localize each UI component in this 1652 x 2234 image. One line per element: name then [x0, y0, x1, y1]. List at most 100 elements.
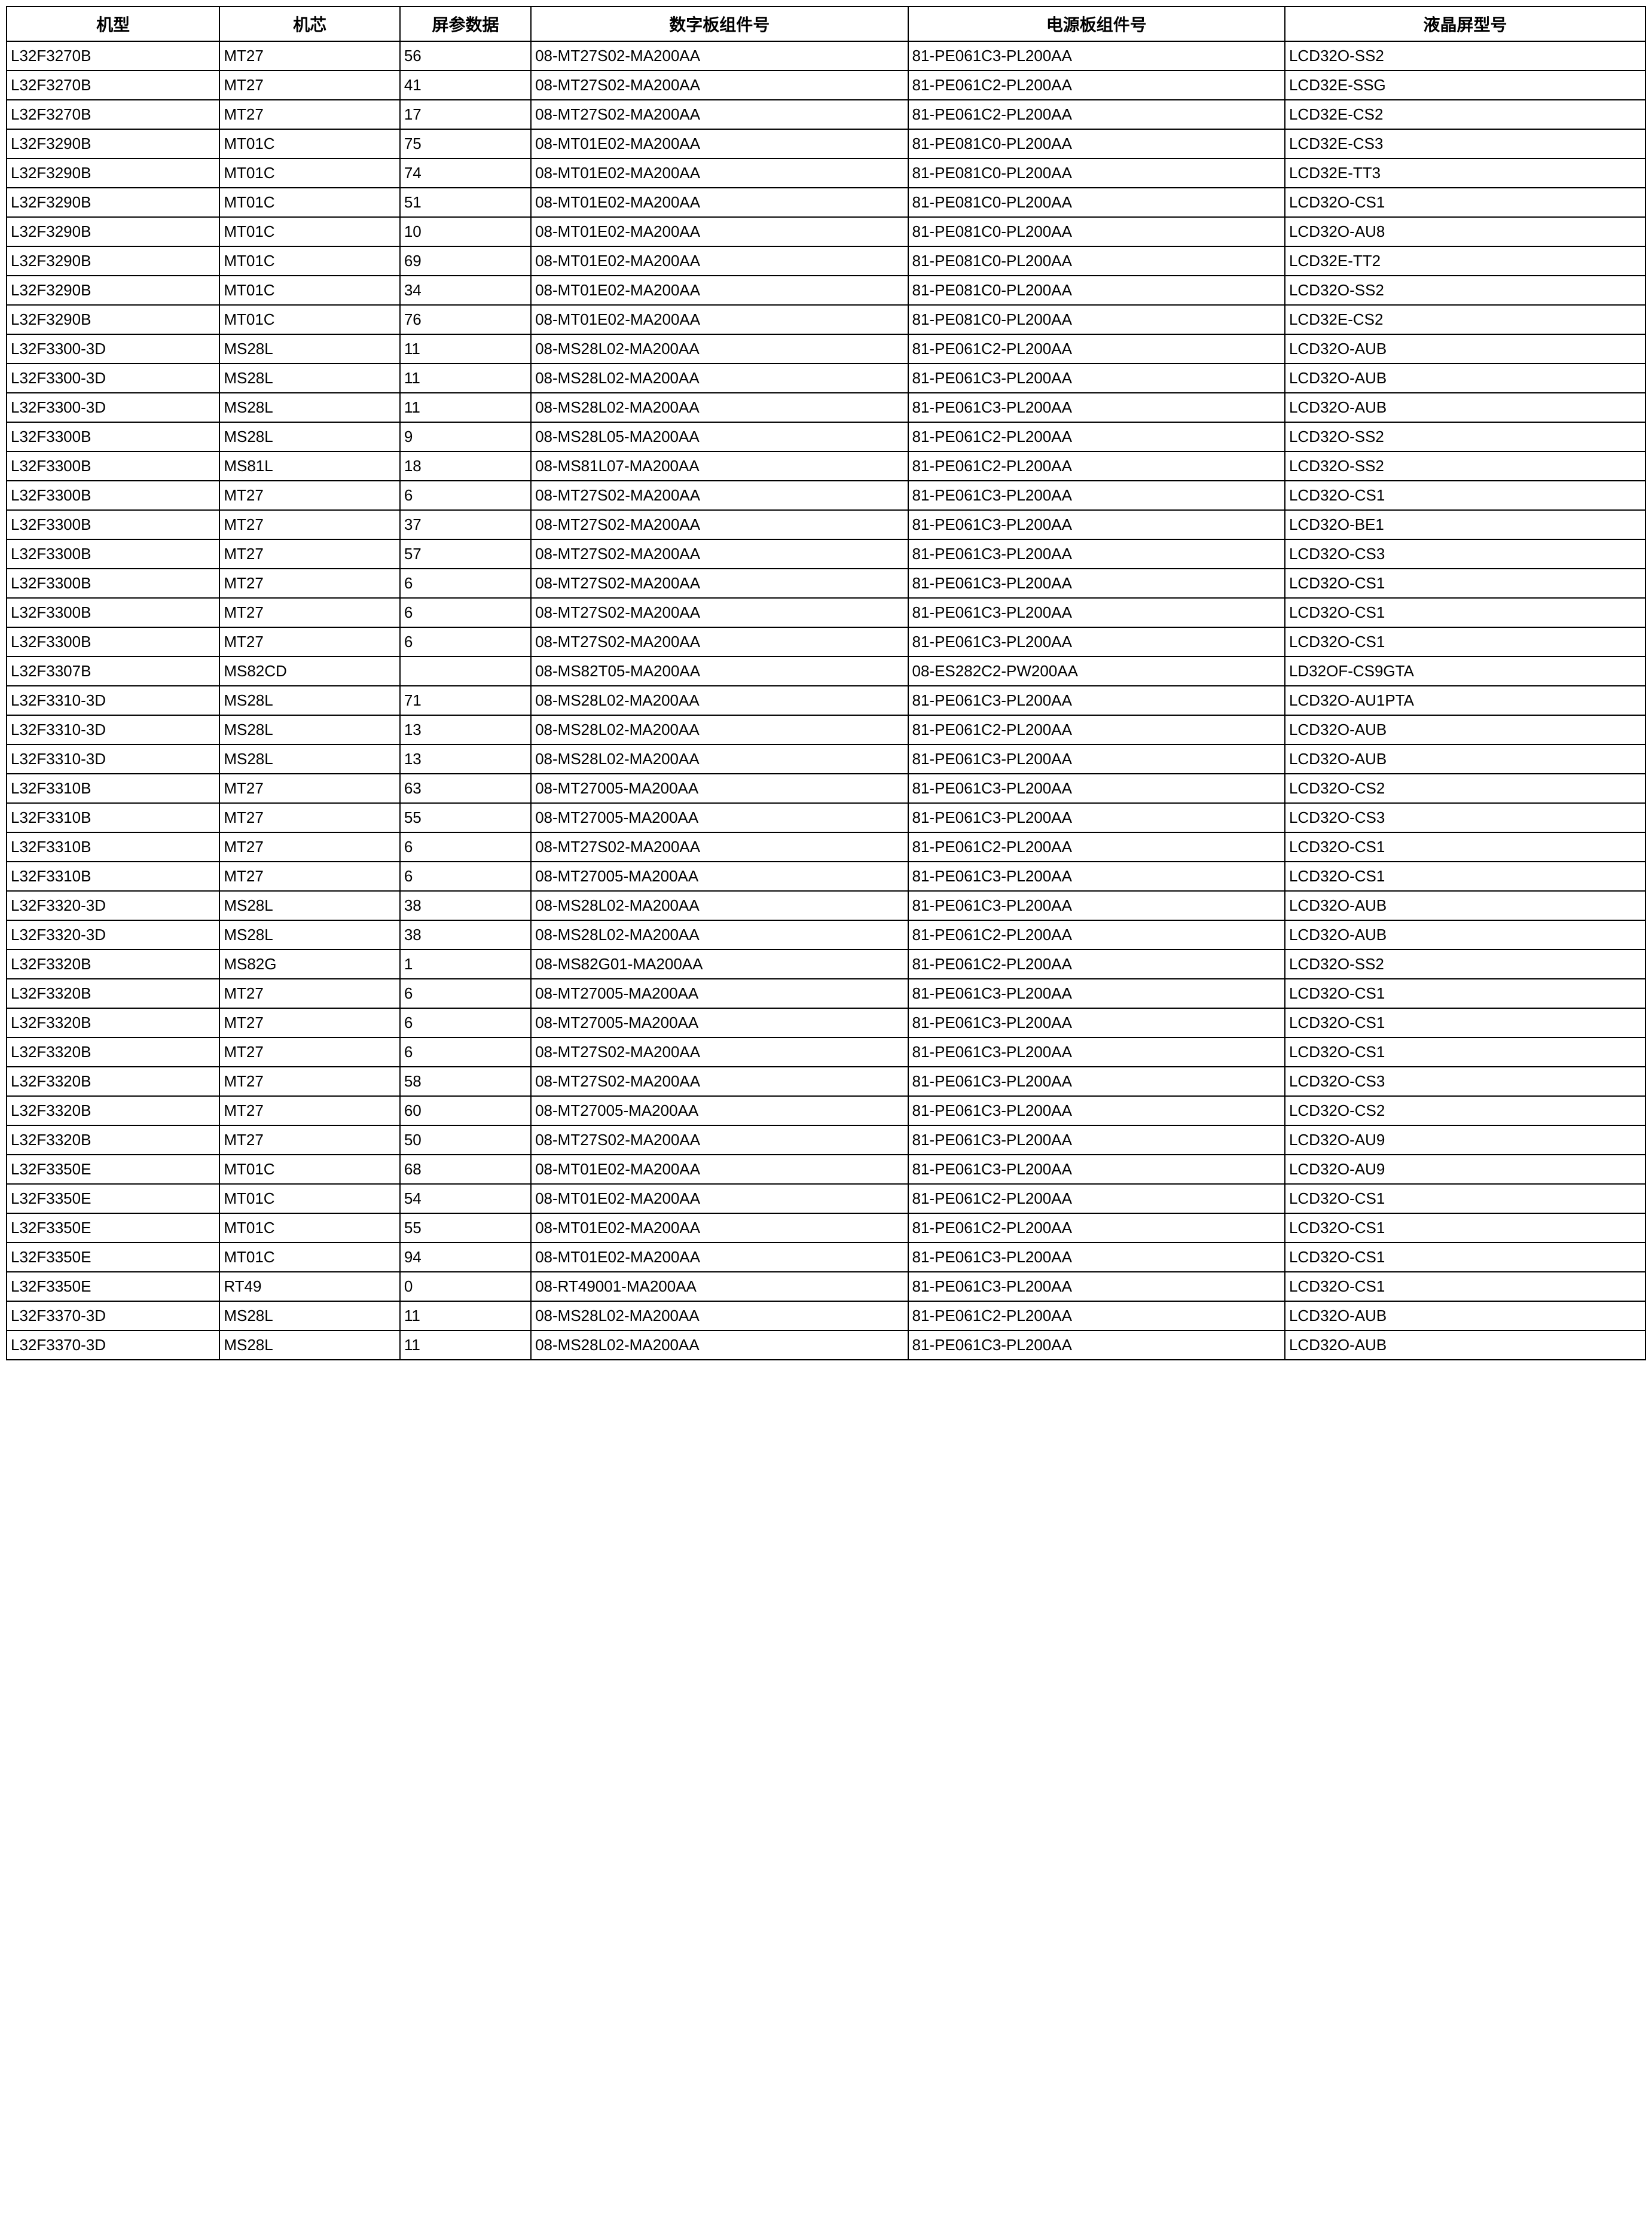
table-cell: MT27 [219, 71, 400, 100]
table-row: L32F3270BMT274108-MT27S02-MA200AA81-PE06… [7, 71, 1645, 100]
table-cell: L32F3320B [7, 1125, 219, 1155]
table-cell: L32F3310B [7, 774, 219, 803]
table-cell: MT27 [219, 1096, 400, 1125]
table-row: L32F3320-3DMS28L3808-MS28L02-MA200AA81-P… [7, 891, 1645, 920]
table-cell: LCD32O-AUB [1285, 334, 1645, 364]
table-cell: L32F3270B [7, 71, 219, 100]
table-cell: MT27 [219, 1008, 400, 1037]
table-cell: LCD32O-AUB [1285, 891, 1645, 920]
table-row: L32F3290BMT01C1008-MT01E02-MA200AA81-PE0… [7, 217, 1645, 246]
table-cell: 81-PE061C3-PL200AA [908, 1272, 1285, 1301]
table-cell: MS28L [219, 891, 400, 920]
table-cell: L32F3300-3D [7, 364, 219, 393]
table-cell: 08-MT27S02-MA200AA [531, 510, 908, 539]
table-cell: 63 [400, 774, 531, 803]
table-cell: 08-MT27S02-MA200AA [531, 1067, 908, 1096]
table-header-row: 机型 机芯 屏参数据 数字板组件号 电源板组件号 液晶屏型号 [7, 7, 1645, 41]
table-cell: L32F3310-3D [7, 715, 219, 744]
table-cell: 81-PE061C2-PL200AA [908, 715, 1285, 744]
table-cell: LCD32O-CS3 [1285, 539, 1645, 569]
table-row: L32F3300BMT273708-MT27S02-MA200AA81-PE06… [7, 510, 1645, 539]
table-cell: MT01C [219, 1213, 400, 1243]
table-body: L32F3270BMT275608-MT27S02-MA200AA81-PE06… [7, 41, 1645, 1360]
table-cell: 08-MT27S02-MA200AA [531, 100, 908, 129]
table-cell: L32F3320B [7, 979, 219, 1008]
table-cell: LCD32O-CS1 [1285, 832, 1645, 862]
table-cell: L32F3270B [7, 41, 219, 71]
table-cell: MT27 [219, 539, 400, 569]
table-cell: L32F3300-3D [7, 393, 219, 422]
table-cell: L32F3320B [7, 950, 219, 979]
table-cell: MT27 [219, 1125, 400, 1155]
table-cell: LCD32E-TT3 [1285, 158, 1645, 188]
header-lcd-model: 液晶屏型号 [1285, 7, 1645, 41]
table-cell: 57 [400, 539, 531, 569]
table-cell: 08-ES282C2-PW200AA [908, 657, 1285, 686]
table-cell: 10 [400, 217, 531, 246]
table-cell: 08-MS28L02-MA200AA [531, 744, 908, 774]
table-cell: 08-MT27S02-MA200AA [531, 1037, 908, 1067]
table-row: L32F3320BMT276008-MT27005-MA200AA81-PE06… [7, 1096, 1645, 1125]
table-cell: 75 [400, 129, 531, 158]
table-cell: MT01C [219, 246, 400, 276]
table-cell: MT01C [219, 1243, 400, 1272]
table-cell: 81-PE061C3-PL200AA [908, 598, 1285, 627]
table-cell: 08-MS28L02-MA200AA [531, 334, 908, 364]
table-cell: 08-RT49001-MA200AA [531, 1272, 908, 1301]
table-cell: 11 [400, 1330, 531, 1360]
table-cell: 81-PE061C2-PL200AA [908, 100, 1285, 129]
table-cell: LCD32O-AUB [1285, 744, 1645, 774]
table-cell: MS28L [219, 1301, 400, 1330]
table-cell: 81-PE061C3-PL200AA [908, 393, 1285, 422]
table-cell: MT27 [219, 862, 400, 891]
table-cell: L32F3300B [7, 422, 219, 451]
table-cell: LCD32O-AU8 [1285, 217, 1645, 246]
table-cell: L32F3320-3D [7, 891, 219, 920]
table-cell: MS28L [219, 393, 400, 422]
table-cell: MS28L [219, 715, 400, 744]
table-cell: LCD32O-CS2 [1285, 774, 1645, 803]
table-row: L32F3310BMT27608-MT27S02-MA200AA81-PE061… [7, 832, 1645, 862]
table-row: L32F3300BMS81L1808-MS81L07-MA200AA81-PE0… [7, 451, 1645, 481]
table-cell: 0 [400, 1272, 531, 1301]
table-cell: LCD32E-TT2 [1285, 246, 1645, 276]
table-cell [400, 657, 531, 686]
table-cell: 71 [400, 686, 531, 715]
table-cell: LCD32O-SS2 [1285, 950, 1645, 979]
table-cell: MS28L [219, 686, 400, 715]
table-cell: L32F3300B [7, 510, 219, 539]
table-cell: 55 [400, 1213, 531, 1243]
table-cell: MT27 [219, 1037, 400, 1067]
table-cell: 08-MS82T05-MA200AA [531, 657, 908, 686]
table-cell: 08-MS28L02-MA200AA [531, 393, 908, 422]
table-cell: 08-MT01E02-MA200AA [531, 188, 908, 217]
table-cell: 81-PE061C3-PL200AA [908, 1096, 1285, 1125]
table-cell: LCD32O-AUB [1285, 1301, 1645, 1330]
table-cell: 81-PE061C3-PL200AA [908, 1243, 1285, 1272]
table-cell: 81-PE061C3-PL200AA [908, 979, 1285, 1008]
table-cell: LCD32E-CS3 [1285, 129, 1645, 158]
table-cell: 08-MS28L02-MA200AA [531, 1301, 908, 1330]
table-cell: 81-PE061C2-PL200AA [908, 422, 1285, 451]
table-cell: 81-PE061C3-PL200AA [908, 862, 1285, 891]
table-row: L32F3350EMT01C9408-MT01E02-MA200AA81-PE0… [7, 1243, 1645, 1272]
table-cell: 6 [400, 979, 531, 1008]
table-row: L32F3290BMT01C7608-MT01E02-MA200AA81-PE0… [7, 305, 1645, 334]
table-cell: 81-PE081C0-PL200AA [908, 305, 1285, 334]
table-cell: 08-MT01E02-MA200AA [531, 305, 908, 334]
table-cell: MS81L [219, 451, 400, 481]
table-cell: LCD32O-AUB [1285, 393, 1645, 422]
table-cell: 56 [400, 41, 531, 71]
table-cell: MT01C [219, 305, 400, 334]
table-cell: 08-MT27005-MA200AA [531, 862, 908, 891]
table-cell: LCD32O-CS2 [1285, 1096, 1645, 1125]
table-cell: L32F3320B [7, 1008, 219, 1037]
table-cell: 6 [400, 569, 531, 598]
table-cell: LCD32O-AUB [1285, 1330, 1645, 1360]
table-cell: L32F3370-3D [7, 1301, 219, 1330]
table-row: L32F3290BMT01C7408-MT01E02-MA200AA81-PE0… [7, 158, 1645, 188]
table-cell: LCD32O-AUB [1285, 920, 1645, 950]
table-row: L32F3300BMS28L908-MS28L05-MA200AA81-PE06… [7, 422, 1645, 451]
table-cell: L32F3370-3D [7, 1330, 219, 1360]
table-row: L32F3310BMT276308-MT27005-MA200AA81-PE06… [7, 774, 1645, 803]
